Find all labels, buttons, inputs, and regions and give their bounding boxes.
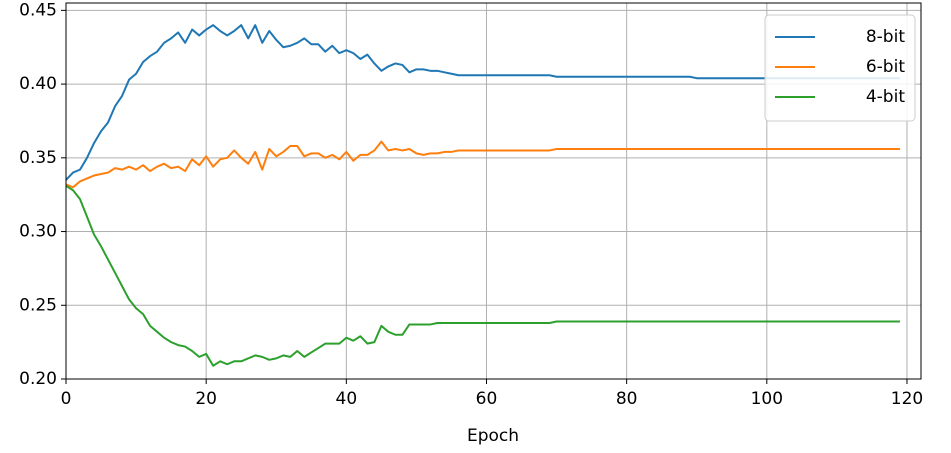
x-tick-label: 80 [616, 389, 638, 409]
y-tick-label: 0.40 [19, 74, 57, 94]
x-tick-label: 20 [195, 389, 217, 409]
x-tick-label: 60 [476, 389, 498, 409]
series-line [65, 140, 900, 189]
y-tick-label: 0.45 [19, 0, 57, 20]
legend-label: 6-bit [866, 57, 905, 77]
legend-label: 4-bit [866, 87, 905, 107]
series-line [65, 24, 900, 181]
x-tick-label: 100 [751, 389, 783, 409]
series-line [65, 184, 900, 367]
y-tick-label: 0.25 [19, 295, 57, 315]
legend-box [764, 14, 916, 122]
axes-frame [65, 2, 922, 380]
y-tick-label: 0.30 [19, 222, 57, 242]
legend-label: 8-bit [866, 27, 905, 47]
x-tick-label: 0 [61, 389, 72, 409]
legend: 8-bit 6-bit 4-bit [764, 14, 916, 122]
x-tick-label: 120 [891, 389, 923, 409]
y-tick-label: 0.20 [19, 369, 57, 389]
x-tick-label: 40 [336, 389, 358, 409]
y-tick-label: 0.35 [19, 148, 57, 168]
x-axis-label: Epoch [467, 426, 519, 446]
